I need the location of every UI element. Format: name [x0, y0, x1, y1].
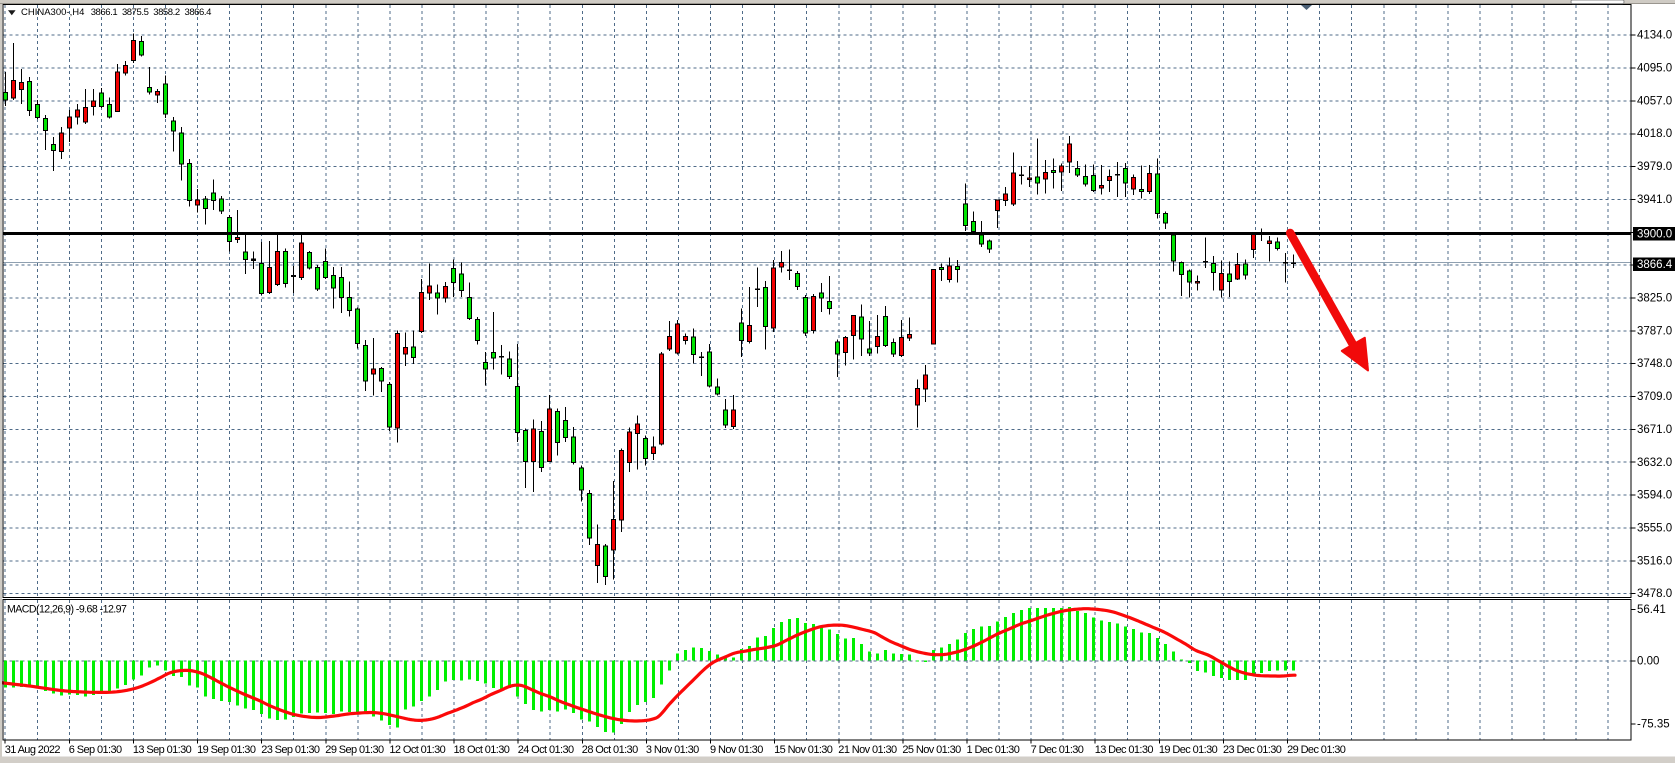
svg-text:21 Nov 01:30: 21 Nov 01:30 [838, 744, 897, 756]
svg-text:15 Nov 01:30: 15 Nov 01:30 [774, 744, 833, 756]
svg-text:12 Oct 01:30: 12 Oct 01:30 [389, 744, 445, 756]
svg-text:13 Sep 01:30: 13 Sep 01:30 [133, 744, 192, 756]
svg-text:56.41: 56.41 [1637, 604, 1666, 616]
svg-text:3709.0: 3709.0 [1637, 391, 1672, 403]
svg-text:19 Sep 01:30: 19 Sep 01:30 [197, 744, 256, 756]
svg-text:3555.0: 3555.0 [1637, 523, 1672, 535]
svg-text:-75.35: -75.35 [1637, 719, 1670, 731]
svg-text:0.00: 0.00 [1637, 656, 1659, 668]
svg-text:3671.0: 3671.0 [1637, 424, 1672, 436]
svg-text:3900.0: 3900.0 [1637, 229, 1672, 241]
svg-text:3979.0: 3979.0 [1637, 161, 1672, 173]
svg-text:3866.4: 3866.4 [1637, 259, 1673, 271]
svg-text:4095.0: 4095.0 [1637, 63, 1672, 75]
svg-text:23 Sep 01:30: 23 Sep 01:30 [261, 744, 320, 756]
svg-text:31 Aug 2022: 31 Aug 2022 [5, 744, 61, 756]
svg-text:4018.0: 4018.0 [1637, 128, 1672, 140]
svg-text:4057.0: 4057.0 [1637, 95, 1672, 107]
svg-text:29 Sep 01:30: 29 Sep 01:30 [325, 744, 384, 756]
svg-text:18 Oct 01:30: 18 Oct 01:30 [454, 744, 510, 756]
svg-text:3478.0: 3478.0 [1637, 588, 1672, 600]
svg-text:25 Nov 01:30: 25 Nov 01:30 [902, 744, 961, 756]
svg-text:19 Dec 01:30: 19 Dec 01:30 [1159, 744, 1218, 756]
svg-text:28 Oct 01:30: 28 Oct 01:30 [582, 744, 638, 756]
svg-text:9 Nov 01:30: 9 Nov 01:30 [710, 744, 763, 756]
svg-text:29 Dec 01:30: 29 Dec 01:30 [1287, 744, 1346, 756]
svg-text:23 Dec 01:30: 23 Dec 01:30 [1223, 744, 1282, 756]
svg-text:MACD(12,26,9) -9.68 -12.97: MACD(12,26,9) -9.68 -12.97 [7, 604, 127, 616]
svg-text:24 Oct 01:30: 24 Oct 01:30 [518, 744, 574, 756]
svg-text:3825.0: 3825.0 [1637, 293, 1672, 305]
svg-text:3787.0: 3787.0 [1637, 325, 1672, 337]
svg-text:3516.0: 3516.0 [1637, 555, 1672, 567]
svg-text:7 Dec 01:30: 7 Dec 01:30 [1031, 744, 1084, 756]
svg-text:3941.0: 3941.0 [1637, 194, 1672, 206]
svg-text:6 Sep 01:30: 6 Sep 01:30 [69, 744, 122, 756]
svg-text:3748.0: 3748.0 [1637, 358, 1672, 370]
svg-text:13 Dec 01:30: 13 Dec 01:30 [1095, 744, 1154, 756]
svg-text:3632.0: 3632.0 [1637, 457, 1672, 469]
svg-text:4134.0: 4134.0 [1637, 30, 1672, 42]
svg-text:3 Nov 01:30: 3 Nov 01:30 [646, 744, 699, 756]
svg-text:3594.0: 3594.0 [1637, 490, 1672, 502]
svg-text:1 Dec 01:30: 1 Dec 01:30 [967, 744, 1020, 756]
